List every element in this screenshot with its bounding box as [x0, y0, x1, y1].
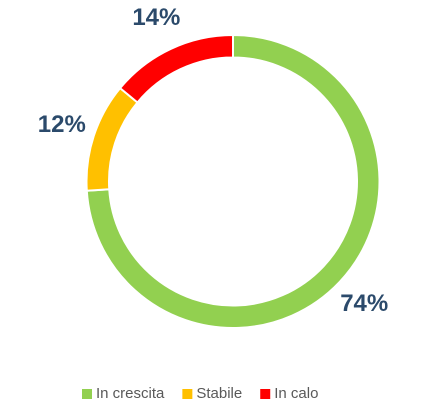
data-label: 74%: [340, 290, 388, 317]
legend-swatch: [82, 389, 92, 399]
data-label: 12%: [38, 111, 86, 138]
donut-slice: [85, 86, 139, 192]
legend-swatch: [182, 389, 193, 399]
legend-label: In calo: [274, 385, 318, 402]
legend-label: Stabile: [196, 385, 242, 402]
legend-label: In crescita: [96, 385, 165, 402]
donut-slice: [85, 33, 381, 329]
donut-slice: [118, 33, 234, 104]
legend-swatch: [260, 389, 271, 399]
data-label: 14%: [132, 4, 180, 31]
